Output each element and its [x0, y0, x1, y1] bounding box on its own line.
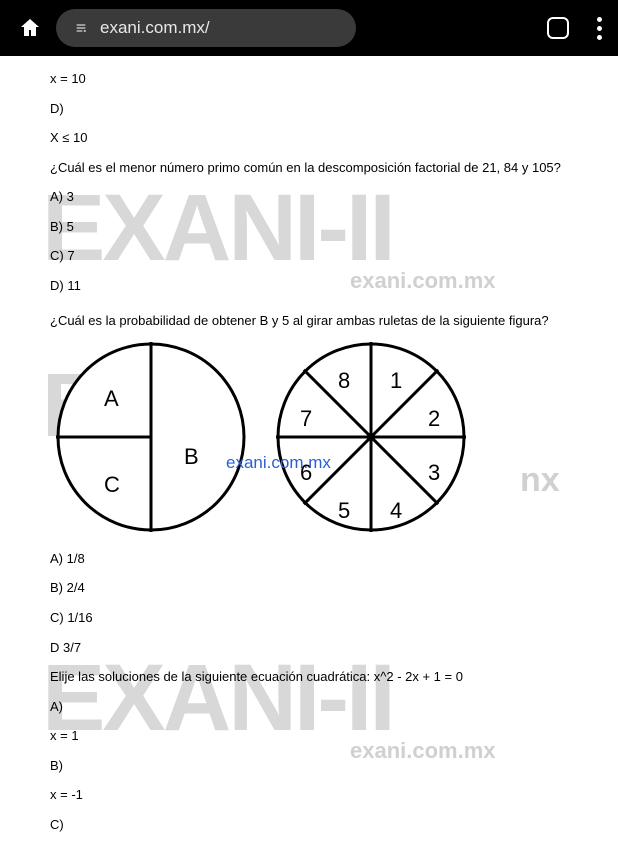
answer-option: D 3/7 — [50, 639, 568, 657]
answer-option: A) — [50, 698, 568, 716]
answer-option: C) 1/16 — [50, 609, 568, 627]
site-settings-icon — [72, 19, 90, 37]
wheel-numbers: 12345678 — [276, 342, 466, 532]
tabs-icon[interactable] — [547, 17, 569, 39]
watermark-center: exani.com.mx — [226, 452, 331, 475]
text-line: D) — [50, 100, 568, 118]
answer-option: B) 2/4 — [50, 579, 568, 597]
home-icon[interactable] — [18, 16, 42, 40]
answer-option: A) 3 — [50, 188, 568, 206]
answer-option: D) 11 — [50, 277, 568, 295]
answer-option: C) 7 — [50, 247, 568, 265]
answer-option: C) — [50, 816, 568, 834]
answer-option: B) — [50, 757, 568, 775]
text-line: x = 1 — [50, 727, 568, 745]
question-text: Elije las soluciones de la siguiente ecu… — [50, 668, 568, 686]
browser-topbar: exani.com.mx/ — [0, 0, 618, 56]
text-line: X ≤ 10 — [50, 129, 568, 147]
text-line: x = 10 — [50, 70, 568, 88]
question-text: ¿Cuál es la probabilidad de obtener B y … — [50, 312, 568, 330]
page-content: EXANI-II exani.com.mx E nx EXANI-II exan… — [0, 56, 618, 855]
question-text: ¿Cuál es el menor número primo común en … — [50, 159, 568, 177]
url-text: exani.com.mx/ — [100, 18, 210, 38]
more-icon[interactable] — [597, 17, 602, 40]
text-line: x = -1 — [50, 786, 568, 804]
answer-option: B) 5 — [50, 218, 568, 236]
spinner-figure: exani.com.mx ABC 12345678 — [56, 342, 568, 532]
answer-option: A) 1/8 — [50, 550, 568, 568]
wheel-abc: ABC — [56, 342, 246, 532]
url-bar[interactable]: exani.com.mx/ — [56, 9, 356, 47]
